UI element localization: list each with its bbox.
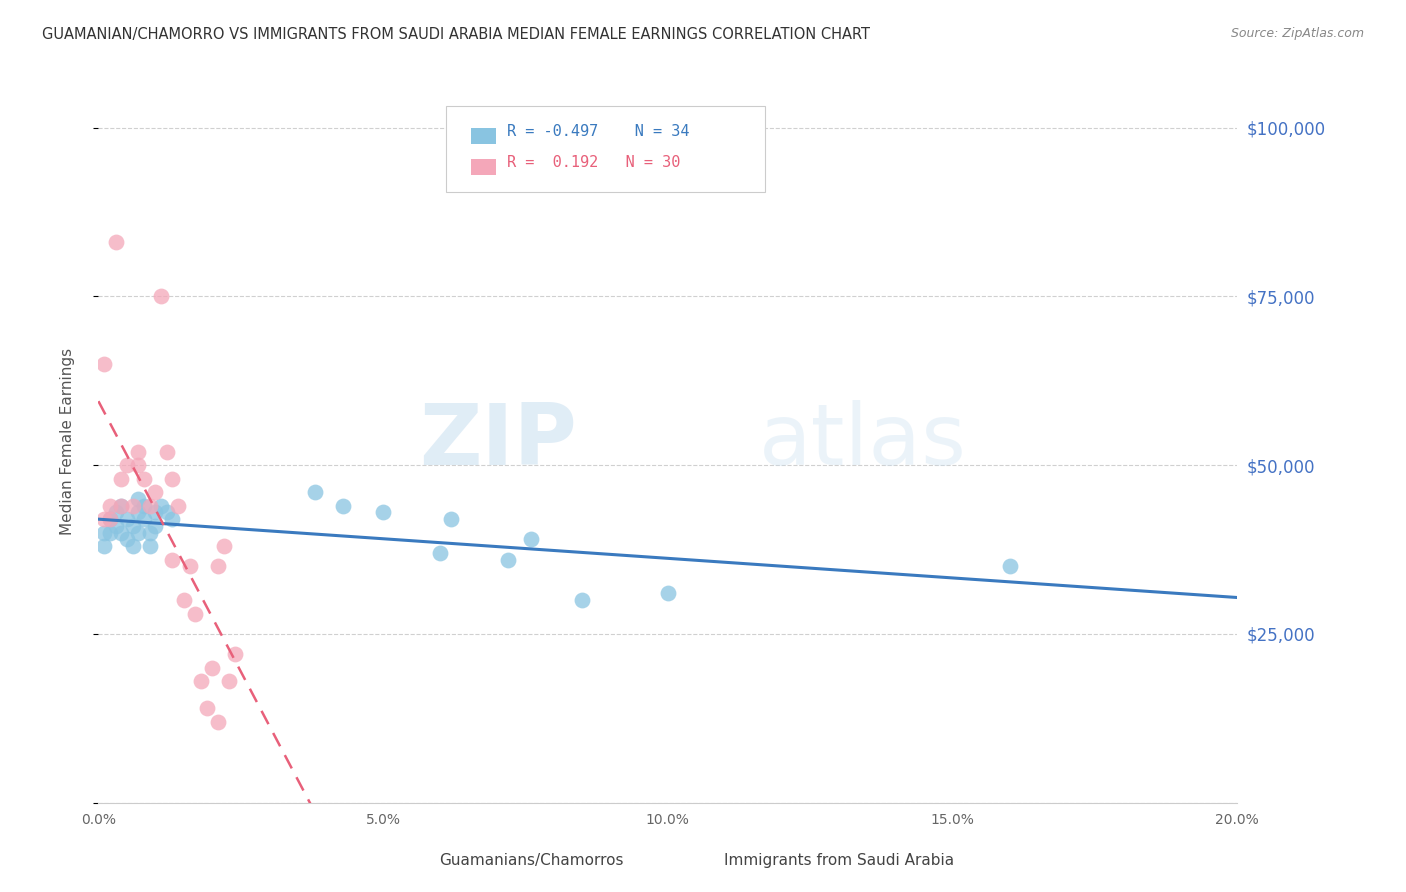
Point <box>156 444 179 458</box>
Point <box>498 552 520 566</box>
Point <box>132 499 155 513</box>
Point <box>162 472 184 486</box>
Text: Immigrants from Saudi Arabia: Immigrants from Saudi Arabia <box>724 854 953 869</box>
Point <box>104 519 127 533</box>
Point <box>110 525 132 540</box>
Point <box>121 539 143 553</box>
Point <box>173 593 195 607</box>
Point <box>304 485 326 500</box>
Point <box>127 491 149 506</box>
Point <box>332 499 354 513</box>
Point <box>104 235 127 250</box>
Point <box>218 674 240 689</box>
FancyBboxPatch shape <box>471 159 496 175</box>
Point <box>162 512 184 526</box>
Point <box>115 458 138 472</box>
Point <box>167 499 190 513</box>
Point <box>145 485 167 500</box>
Text: atlas: atlas <box>759 400 967 483</box>
Text: R = -0.497    N = 34: R = -0.497 N = 34 <box>508 124 690 139</box>
Point <box>440 512 463 526</box>
Point <box>998 559 1021 574</box>
Point <box>127 444 149 458</box>
Point <box>98 512 121 526</box>
Point <box>195 701 218 715</box>
Point <box>212 539 235 553</box>
Point <box>373 505 395 519</box>
Point <box>127 505 149 519</box>
Point <box>93 512 115 526</box>
Point <box>190 674 212 689</box>
Point <box>138 525 160 540</box>
Point <box>127 458 149 472</box>
FancyBboxPatch shape <box>446 841 471 857</box>
Point <box>138 539 160 553</box>
Point <box>179 559 201 574</box>
Text: GUAMANIAN/CHAMORRO VS IMMIGRANTS FROM SAUDI ARABIA MEDIAN FEMALE EARNINGS CORREL: GUAMANIAN/CHAMORRO VS IMMIGRANTS FROM SA… <box>42 27 870 42</box>
Point <box>150 289 173 303</box>
Point <box>429 546 451 560</box>
Text: ZIP: ZIP <box>419 400 576 483</box>
Point <box>207 714 229 729</box>
Point <box>145 519 167 533</box>
Point <box>657 586 679 600</box>
Point <box>127 525 149 540</box>
Point <box>145 505 167 519</box>
Point <box>115 512 138 526</box>
Point <box>224 647 246 661</box>
Point <box>520 533 543 547</box>
Point <box>98 525 121 540</box>
FancyBboxPatch shape <box>446 105 765 193</box>
Point <box>110 472 132 486</box>
Point <box>110 499 132 513</box>
Point <box>138 499 160 513</box>
Point <box>121 499 143 513</box>
Point <box>121 519 143 533</box>
Point <box>571 593 593 607</box>
FancyBboxPatch shape <box>731 841 755 857</box>
Point <box>115 533 138 547</box>
Point <box>132 512 155 526</box>
Point <box>150 499 173 513</box>
Point <box>98 512 121 526</box>
Text: R =  0.192   N = 30: R = 0.192 N = 30 <box>508 155 681 170</box>
Point <box>104 505 127 519</box>
Point <box>132 472 155 486</box>
Point <box>110 499 132 513</box>
Point <box>98 499 121 513</box>
FancyBboxPatch shape <box>471 128 496 144</box>
Text: Source: ZipAtlas.com: Source: ZipAtlas.com <box>1230 27 1364 40</box>
Point <box>207 559 229 574</box>
Point <box>93 525 115 540</box>
Point <box>201 661 224 675</box>
Point <box>93 357 115 371</box>
Point <box>162 552 184 566</box>
Point <box>93 539 115 553</box>
Point <box>184 607 207 621</box>
Y-axis label: Median Female Earnings: Median Female Earnings <box>60 348 75 535</box>
Point <box>156 505 179 519</box>
Text: Guamanians/Chamorros: Guamanians/Chamorros <box>439 854 623 869</box>
